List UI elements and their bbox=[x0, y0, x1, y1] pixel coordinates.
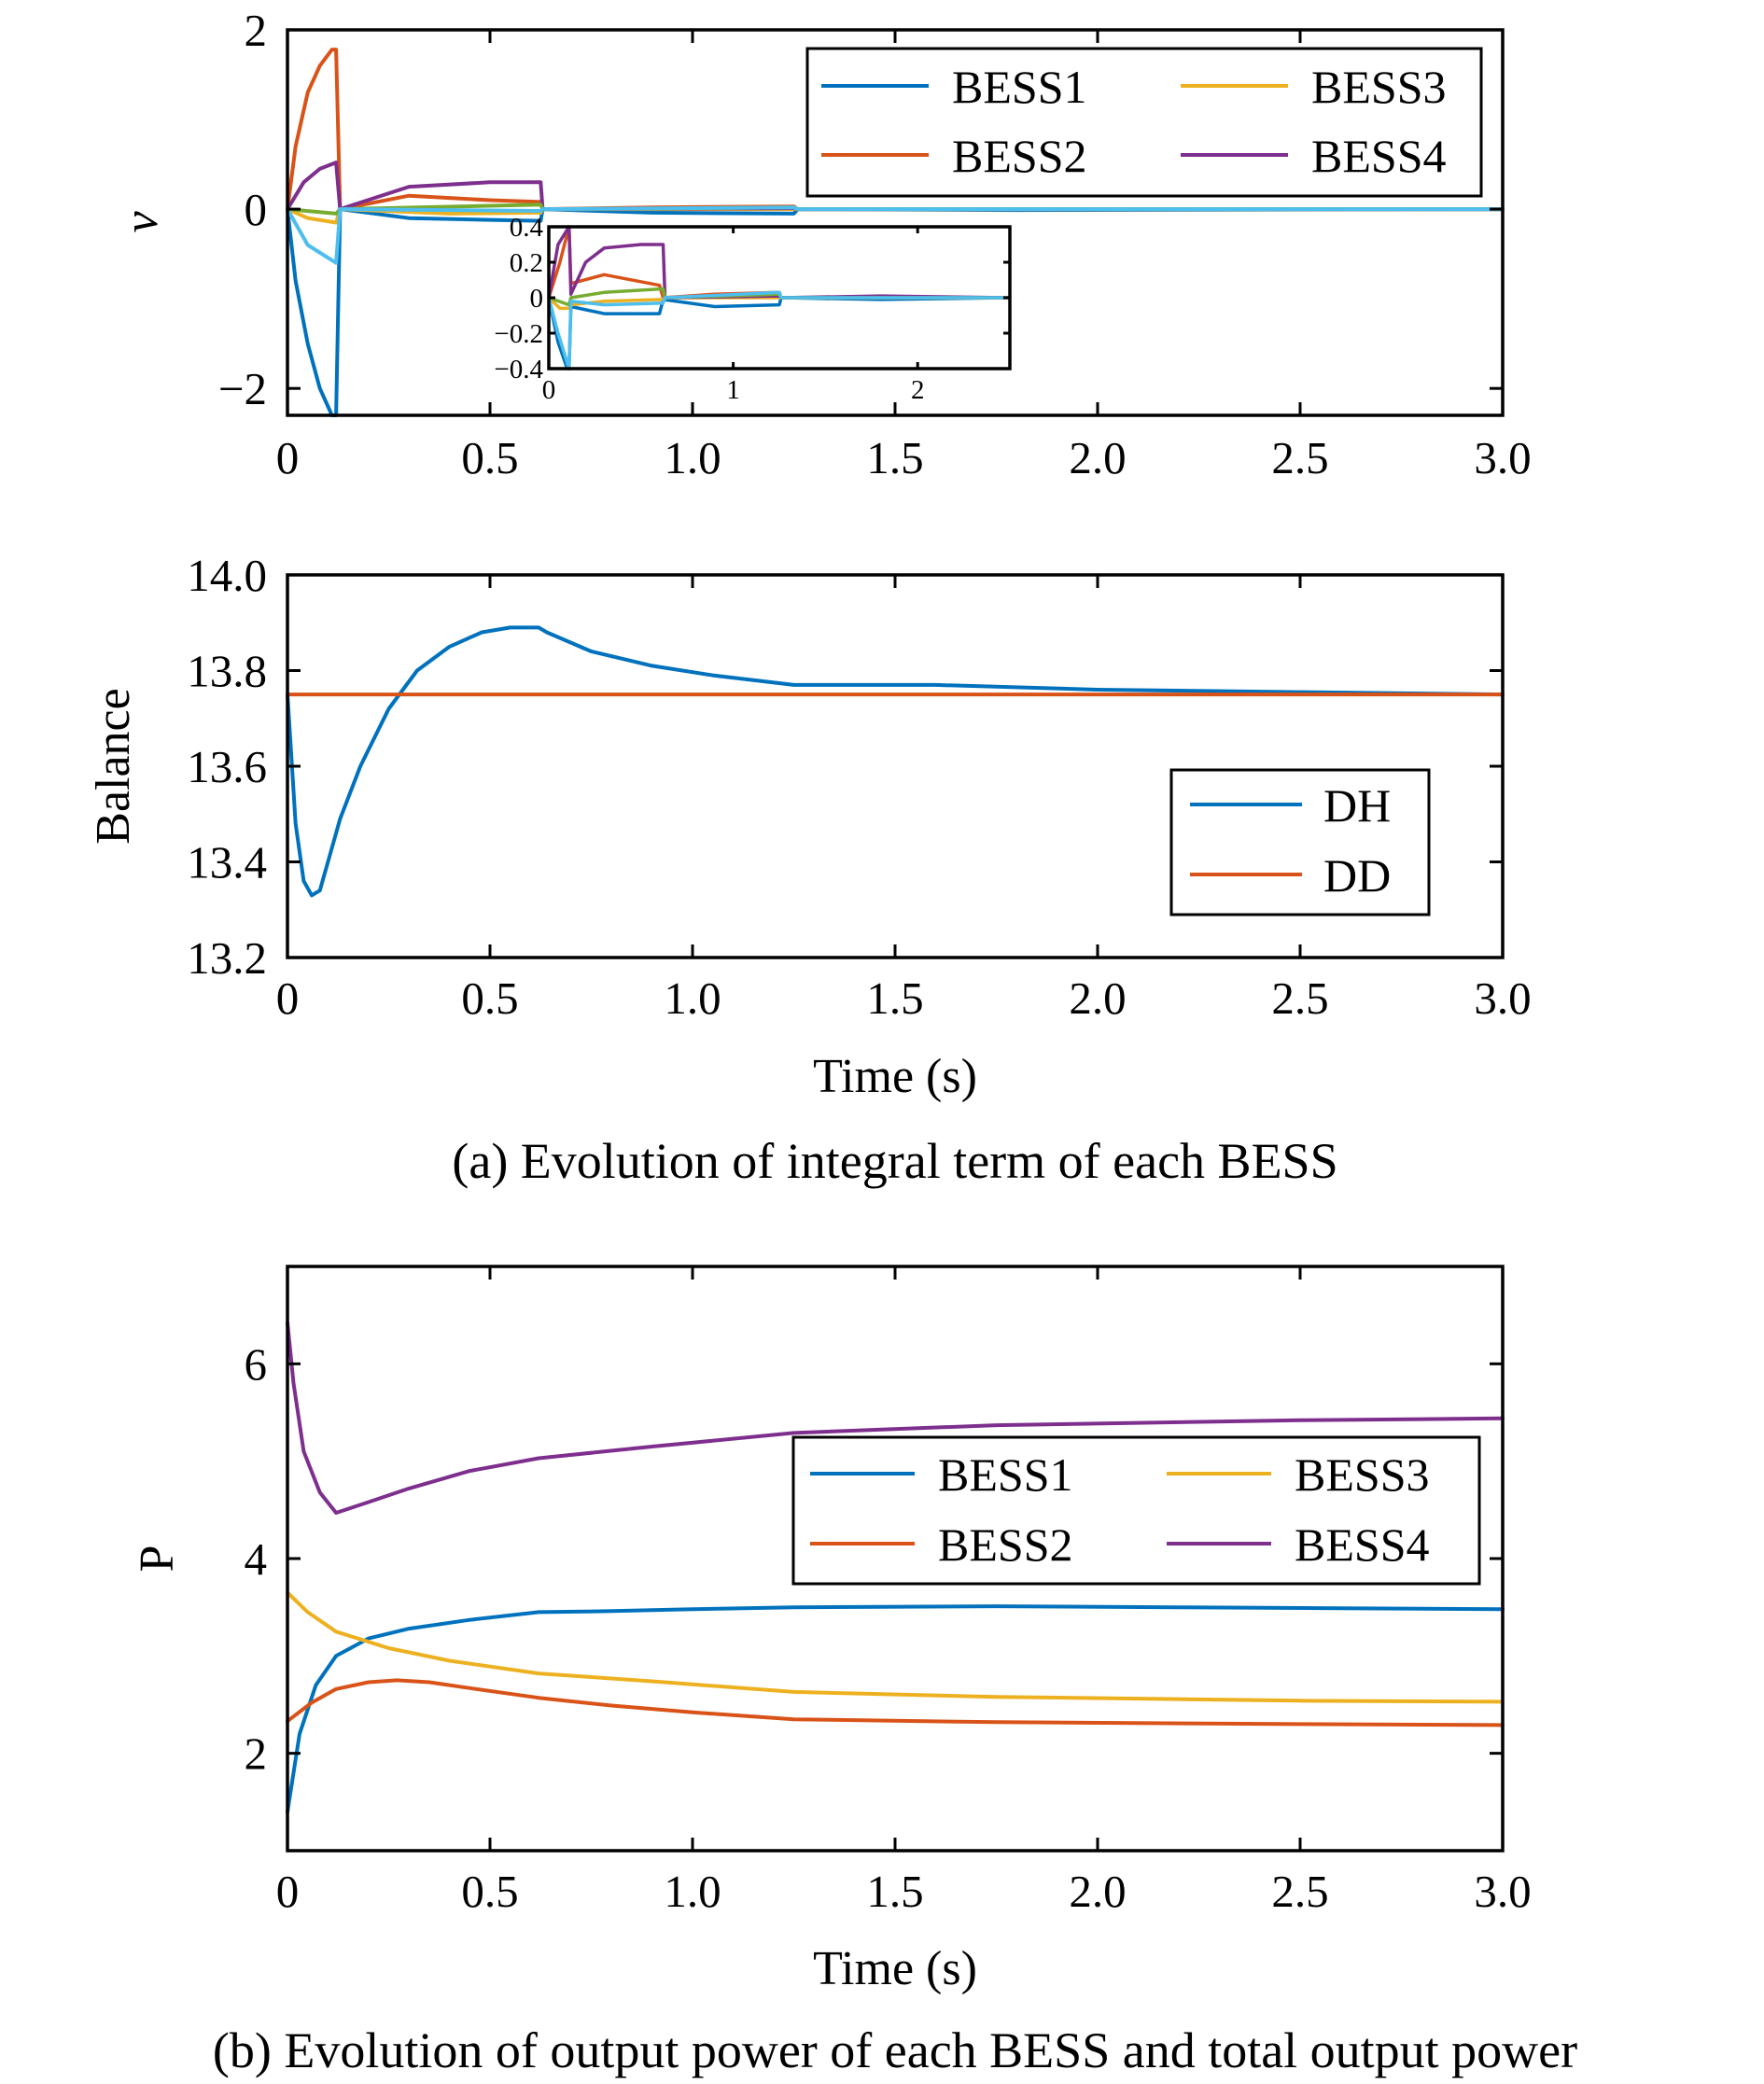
power-plot-x-axis-label: Time (s) bbox=[813, 1942, 977, 1995]
balance-y-tick-label: 13.4 bbox=[187, 837, 267, 888]
inset-y-tick-label: −0.4 bbox=[494, 355, 543, 385]
balance-x-tick-label: 0 bbox=[276, 972, 300, 1024]
v-y-tick-label: 0 bbox=[245, 184, 268, 235]
power-x-tick-label: 0 bbox=[276, 1866, 300, 1917]
v-x-tick-label: 3.0 bbox=[1474, 432, 1531, 483]
inset-x-tick-label: 1 bbox=[726, 375, 740, 405]
v-plot-y-axis-label: v bbox=[115, 211, 168, 233]
v-plot-legend: BESS1 BESS2 BESS3 BESS4 bbox=[805, 47, 1483, 198]
power-series-bess2 bbox=[286, 1678, 1505, 1727]
inset-x-tick-label: 2 bbox=[911, 375, 925, 405]
balance-plot-legend: DH DD bbox=[1169, 768, 1431, 916]
balance-x-tick-label: 1.0 bbox=[664, 972, 721, 1024]
balance-legend-label-dh: DH bbox=[1323, 779, 1391, 832]
inset-x-tick-label: 0 bbox=[542, 375, 556, 405]
balance-legend-label-dd: DD bbox=[1323, 849, 1391, 902]
v-legend-label-bess3: BESS3 bbox=[1311, 61, 1447, 113]
power-x-tick-label: 1.0 bbox=[664, 1866, 721, 1917]
power-x-tick-label: 0.5 bbox=[461, 1866, 518, 1917]
power-plot-legend: BESS1 BESS2 BESS3 BESS4 bbox=[791, 1435, 1481, 1586]
v-x-tick-label: 0 bbox=[276, 432, 300, 483]
power-series-bess3 bbox=[286, 1590, 1505, 1704]
inset-y-tick-label: 0 bbox=[530, 284, 544, 314]
v-plot-ticks: 0 0.5 1.0 1.5 2.0 2.5 3.0−202 bbox=[218, 5, 1532, 483]
v-x-tick-label: 1.0 bbox=[664, 432, 721, 483]
power-plot-panel: 0 0.5 1.0 1.5 2.0 2.5 3.0 2 4 6 P Time (s) BESS1 … bbox=[131, 1265, 1532, 1995]
v-plot-panel: 0 0.5 1.0 1.5 2.0 2.5 3.0−202 v 0 1 20.40.20−0.2… bbox=[115, 5, 1532, 483]
power-y-tick-label: 2 bbox=[245, 1728, 268, 1780]
v-y-tick-label: −2 bbox=[218, 363, 267, 414]
balance-plot-x-axis-label: Time (s) bbox=[813, 1050, 977, 1103]
balance-x-tick-label: 2.5 bbox=[1271, 972, 1328, 1024]
v-plot-inset: 0 1 2 0.4 0.2 0 −0.2 −0.4 bbox=[494, 213, 1012, 405]
power-y-tick-label: 6 bbox=[245, 1338, 268, 1390]
v-x-tick-label: 1.5 bbox=[866, 432, 923, 483]
power-plot-legend-box bbox=[791, 1435, 1481, 1586]
inset-y-tick-label: 0.4 bbox=[510, 213, 544, 243]
inset-ticks: 0 1 2 0.4 0.2 0 −0.2 −0.4 bbox=[494, 213, 1010, 405]
power-x-tick-label: 2.5 bbox=[1271, 1866, 1328, 1917]
balance-y-tick-label: 13.2 bbox=[187, 932, 267, 984]
power-y-tick-label: 4 bbox=[245, 1533, 268, 1585]
v-x-tick-label: 0.5 bbox=[461, 432, 518, 483]
p-legend-label-bess4: BESS4 bbox=[1295, 1518, 1430, 1571]
p-legend-label-bess1: BESS1 bbox=[938, 1448, 1073, 1501]
power-series-bess1 bbox=[286, 1604, 1505, 1814]
p-legend-label-bess3: BESS3 bbox=[1295, 1448, 1430, 1501]
caption-b: (b) Evolution of output power of each BE… bbox=[213, 2022, 1577, 2078]
power-plot-series-layer bbox=[286, 1321, 1505, 1814]
balance-plot-panel: 0 0.5 1.0 1.5 2.0 2.5 3.013.213.413.613.814.0 … bbox=[87, 550, 1532, 1103]
v-series-bess1 bbox=[286, 207, 1505, 417]
balance-plot-y-axis-label: Balance bbox=[87, 688, 140, 844]
balance-x-tick-label: 1.5 bbox=[866, 972, 923, 1024]
balance-plot-legend-box bbox=[1169, 768, 1431, 916]
v-legend-label-bess2: BESS2 bbox=[952, 130, 1087, 182]
balance-y-tick-label: 14.0 bbox=[187, 550, 267, 601]
balance-y-tick-label: 13.6 bbox=[187, 741, 267, 792]
balance-series-dh bbox=[286, 625, 1505, 898]
balance-plot-ticks: 0 0.5 1.0 1.5 2.0 2.5 3.0 13.2 13.4 13.6 13.8 14.0 bbox=[187, 550, 1531, 1024]
inset-y-tick-label: −0.2 bbox=[494, 319, 543, 349]
balance-x-tick-label: 3.0 bbox=[1474, 972, 1531, 1024]
inset-series-extra-5 bbox=[547, 290, 1010, 371]
v-y-tick-label: 2 bbox=[245, 5, 268, 56]
balance-x-tick-label: 2.0 bbox=[1069, 972, 1126, 1024]
power-x-tick-label: 3.0 bbox=[1474, 1866, 1531, 1917]
v-legend-label-bess1: BESS1 bbox=[952, 61, 1087, 113]
balance-x-tick-label: 0.5 bbox=[461, 972, 518, 1024]
balance-plot-series-layer bbox=[286, 625, 1505, 898]
v-x-tick-label: 2.0 bbox=[1069, 432, 1126, 483]
power-x-tick-label: 1.5 bbox=[866, 1866, 923, 1917]
p-legend-label-bess2: BESS2 bbox=[938, 1518, 1073, 1571]
inset-y-tick-label: 0.2 bbox=[510, 248, 543, 278]
v-x-tick-label: 2.5 bbox=[1271, 432, 1328, 483]
balance-y-tick-label: 13.8 bbox=[187, 646, 267, 697]
v-series-extra-5 bbox=[286, 205, 1505, 265]
power-x-tick-label: 2.0 bbox=[1069, 1866, 1126, 1917]
v-plot-series-layer bbox=[286, 48, 1505, 417]
power-series-bess4 bbox=[286, 1321, 1505, 1515]
power-plot-y-axis-label: P bbox=[131, 1546, 184, 1573]
caption-a: (a) Evolution of integral term of each B… bbox=[452, 1133, 1337, 1189]
v-plot-legend-box bbox=[805, 47, 1483, 198]
power-plot-ticks: 0 0.5 1.0 1.5 2.0 2.5 3.0 2 4 6 bbox=[245, 1266, 1532, 1917]
v-legend-label-bess4: BESS4 bbox=[1311, 130, 1447, 182]
